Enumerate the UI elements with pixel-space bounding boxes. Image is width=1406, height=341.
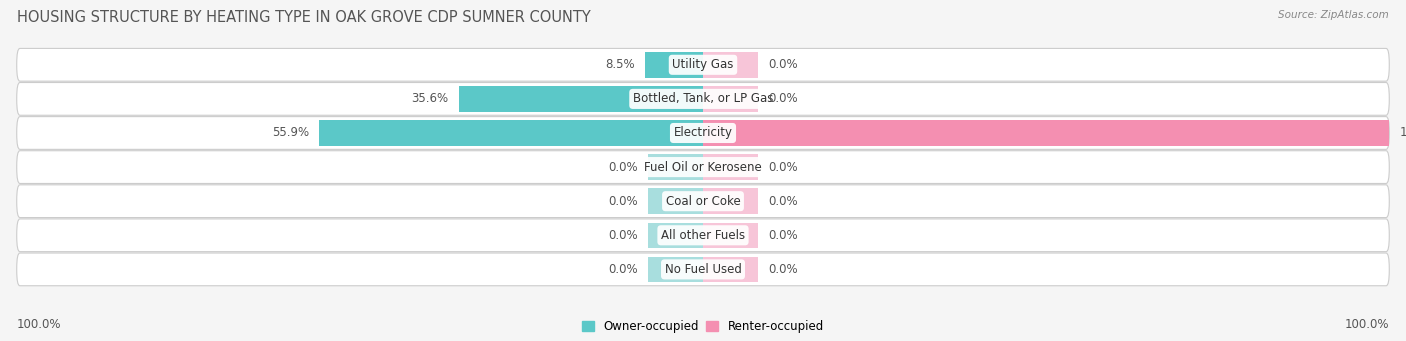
- FancyBboxPatch shape: [17, 83, 1389, 115]
- Bar: [703, 256, 758, 282]
- Text: 0.0%: 0.0%: [768, 92, 797, 105]
- FancyBboxPatch shape: [17, 151, 1389, 183]
- Text: 0.0%: 0.0%: [768, 195, 797, 208]
- Text: 0.0%: 0.0%: [768, 263, 797, 276]
- Bar: [703, 86, 758, 112]
- Text: 0.0%: 0.0%: [609, 263, 638, 276]
- Text: 0.0%: 0.0%: [768, 229, 797, 242]
- Text: 0.0%: 0.0%: [768, 58, 797, 71]
- Text: 100.0%: 100.0%: [1399, 127, 1406, 139]
- FancyBboxPatch shape: [17, 219, 1389, 252]
- Text: 0.0%: 0.0%: [609, 161, 638, 174]
- Bar: [319, 120, 703, 146]
- Text: 35.6%: 35.6%: [412, 92, 449, 105]
- Bar: [703, 222, 758, 248]
- FancyBboxPatch shape: [17, 185, 1389, 218]
- Text: 100.0%: 100.0%: [17, 318, 62, 331]
- Text: 55.9%: 55.9%: [271, 127, 309, 139]
- Text: 100.0%: 100.0%: [1344, 318, 1389, 331]
- Text: Fuel Oil or Kerosene: Fuel Oil or Kerosene: [644, 161, 762, 174]
- Text: Electricity: Electricity: [673, 127, 733, 139]
- Text: Bottled, Tank, or LP Gas: Bottled, Tank, or LP Gas: [633, 92, 773, 105]
- Bar: [648, 154, 703, 180]
- Text: Utility Gas: Utility Gas: [672, 58, 734, 71]
- Bar: [703, 188, 758, 214]
- Bar: [703, 120, 1389, 146]
- Text: 0.0%: 0.0%: [609, 229, 638, 242]
- Bar: [648, 222, 703, 248]
- Text: Source: ZipAtlas.com: Source: ZipAtlas.com: [1278, 10, 1389, 20]
- Legend: Owner-occupied, Renter-occupied: Owner-occupied, Renter-occupied: [578, 315, 828, 338]
- Bar: [703, 154, 758, 180]
- Text: No Fuel Used: No Fuel Used: [665, 263, 741, 276]
- Bar: [648, 188, 703, 214]
- FancyBboxPatch shape: [17, 117, 1389, 149]
- Bar: [458, 86, 703, 112]
- Text: HOUSING STRUCTURE BY HEATING TYPE IN OAK GROVE CDP SUMNER COUNTY: HOUSING STRUCTURE BY HEATING TYPE IN OAK…: [17, 10, 591, 25]
- Text: Coal or Coke: Coal or Coke: [665, 195, 741, 208]
- FancyBboxPatch shape: [17, 253, 1389, 286]
- Text: 8.5%: 8.5%: [605, 58, 634, 71]
- Bar: [703, 52, 758, 77]
- Bar: [648, 256, 703, 282]
- Text: 0.0%: 0.0%: [768, 161, 797, 174]
- Text: All other Fuels: All other Fuels: [661, 229, 745, 242]
- Text: 0.0%: 0.0%: [609, 195, 638, 208]
- FancyBboxPatch shape: [17, 48, 1389, 81]
- Bar: [645, 52, 703, 77]
